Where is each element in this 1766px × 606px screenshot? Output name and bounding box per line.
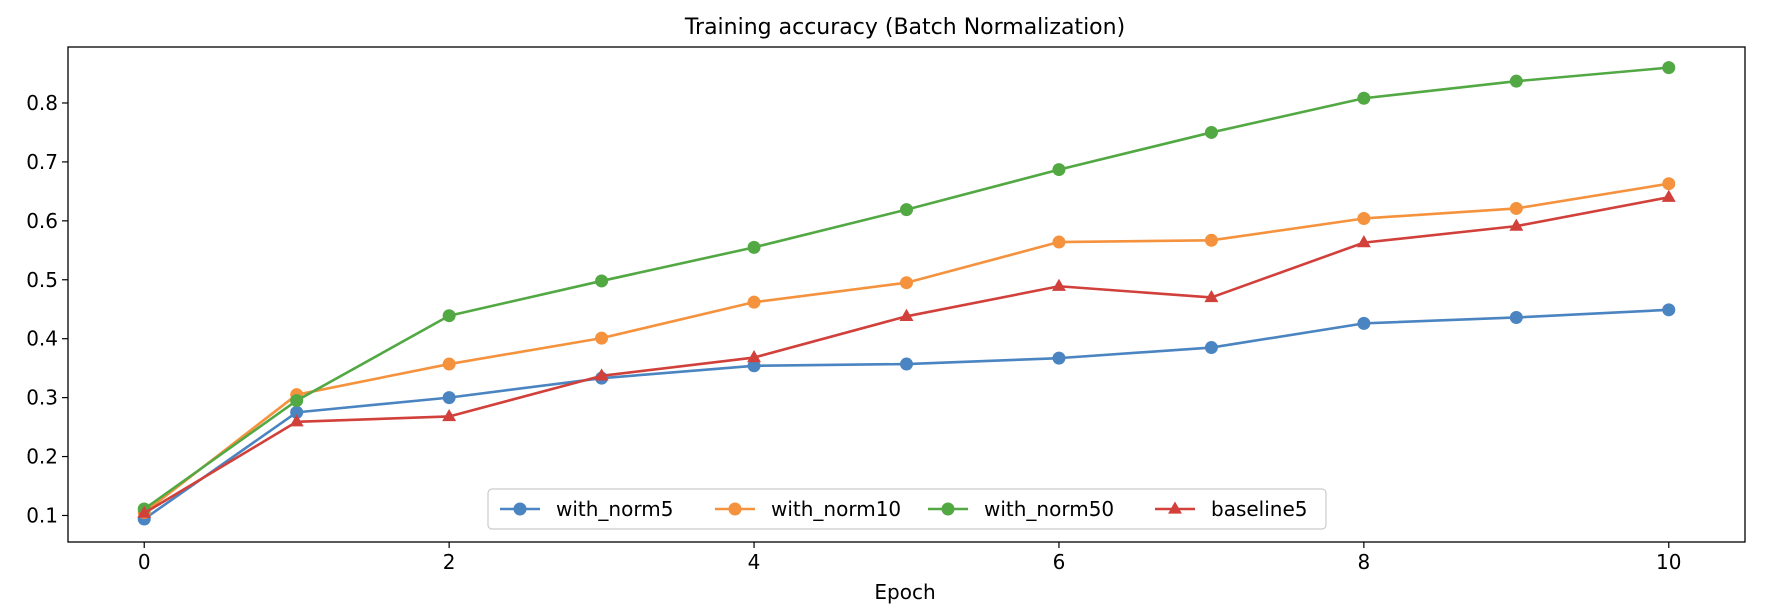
x-tick-label: 4 <box>748 550 761 574</box>
data-point <box>900 203 913 217</box>
data-point <box>1662 303 1676 317</box>
data-point <box>900 357 913 371</box>
data-point <box>1052 163 1066 177</box>
data-point <box>1509 218 1524 231</box>
legend-entry: with_norm5 <box>500 497 673 521</box>
y-tick-label: 0.2 <box>26 445 58 469</box>
legend-entry: with_norm10 <box>715 497 901 521</box>
data-point <box>595 331 609 345</box>
data-point <box>1662 61 1676 75</box>
data-point <box>1662 177 1676 191</box>
data-point <box>1051 278 1066 291</box>
y-axis: 0.1 0.2 0.3 0.4 0.5 0.6 0.7 0.8 <box>26 91 68 527</box>
data-point <box>747 350 762 363</box>
legend-label: with_norm50 <box>984 497 1114 521</box>
x-tick-label: 0 <box>138 550 151 574</box>
y-tick-label: 0.3 <box>26 386 58 410</box>
data-point <box>1204 233 1218 247</box>
data-point <box>1052 351 1066 365</box>
data-point <box>747 295 761 309</box>
data-point <box>289 414 304 427</box>
data-point <box>1204 341 1218 355</box>
y-tick-label: 0.7 <box>26 150 58 174</box>
legend-box <box>487 488 1327 530</box>
data-point <box>137 505 152 518</box>
series-baseline5 <box>137 189 1676 518</box>
legend-marker <box>513 502 527 516</box>
data-point <box>747 359 761 373</box>
legend: with_norm5 with_norm10 with_norm50 baseline… <box>487 488 1327 530</box>
legend-marker <box>728 502 742 516</box>
x-tick-label: 2 <box>443 550 456 574</box>
x-axis-label: Epoch <box>874 580 935 604</box>
data-point <box>1356 235 1371 248</box>
data-point <box>1204 289 1219 303</box>
y-tick-label: 0.5 <box>26 268 58 292</box>
x-tick-label: 6 <box>1053 550 1066 574</box>
y-tick-label: 0.6 <box>26 209 58 233</box>
x-axis: 0 2 4 6 8 10 <box>138 542 1681 574</box>
data-point <box>900 276 913 290</box>
legend-marker <box>1168 501 1182 514</box>
data-point <box>1661 189 1676 202</box>
data-point <box>290 405 304 419</box>
legend-label: with_norm5 <box>556 497 673 521</box>
legend-entry: with_norm50 <box>928 497 1114 521</box>
y-tick-label: 0.8 <box>26 91 58 115</box>
data-point <box>1357 211 1371 225</box>
data-point <box>1052 235 1066 249</box>
data-point <box>442 391 456 405</box>
data-point <box>290 394 304 408</box>
data-point <box>595 274 609 288</box>
series-with-norm5 <box>137 303 1676 526</box>
series-layer <box>137 61 1676 526</box>
x-tick-label: 10 <box>1656 550 1681 574</box>
legend-label: baseline5 <box>1211 497 1308 521</box>
y-tick-label: 0.4 <box>26 327 58 351</box>
data-point <box>1357 91 1371 105</box>
legend-entry: baseline5 <box>1155 497 1308 521</box>
legend-label: with_norm10 <box>771 497 901 521</box>
data-point <box>442 357 456 371</box>
series-with-norm10 <box>137 177 1676 520</box>
data-point <box>594 368 609 381</box>
data-point <box>1509 74 1523 88</box>
data-point <box>1509 310 1523 324</box>
chart-title: Training accuracy (Batch Normalization) <box>684 15 1125 40</box>
series-line <box>143 308 1669 521</box>
plot-frame <box>67 46 1746 543</box>
x-tick-label: 8 <box>1357 550 1370 574</box>
data-point <box>1509 201 1523 215</box>
series-line <box>143 182 1669 514</box>
data-point <box>1357 316 1371 330</box>
data-point <box>747 240 761 254</box>
series-with-norm50 <box>137 61 1676 516</box>
data-point <box>899 308 914 321</box>
data-point <box>1204 125 1218 139</box>
series-line <box>143 195 1670 515</box>
y-tick-label: 0.1 <box>26 503 58 527</box>
data-point <box>442 408 457 422</box>
legend-marker <box>941 502 955 516</box>
data-point <box>442 309 456 323</box>
